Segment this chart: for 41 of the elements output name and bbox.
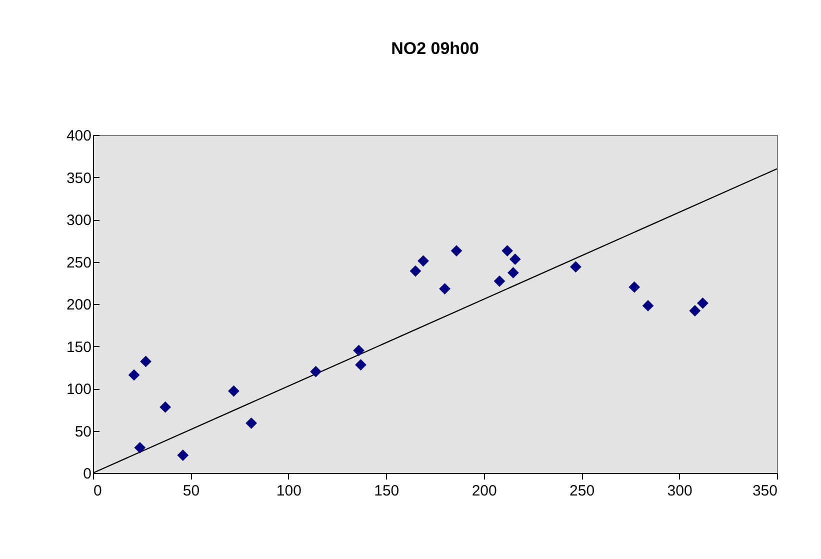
point xyxy=(134,442,146,454)
x-tick-label: 300 xyxy=(667,482,692,500)
point xyxy=(628,281,640,293)
x-tick-label: 100 xyxy=(276,482,302,500)
point xyxy=(689,305,701,316)
point xyxy=(494,275,506,287)
point xyxy=(502,245,514,256)
x-tick-label: 200 xyxy=(472,482,497,500)
point xyxy=(697,297,708,309)
y-tick-label: 400 xyxy=(66,128,92,144)
point xyxy=(410,265,422,277)
point xyxy=(507,267,519,278)
point xyxy=(570,261,582,273)
point xyxy=(177,450,189,461)
y-tick-label: 150 xyxy=(66,338,92,356)
point xyxy=(642,300,654,312)
point xyxy=(246,417,257,429)
x-tick-label: 250 xyxy=(570,482,595,500)
point xyxy=(310,366,322,378)
x-tick-label: 150 xyxy=(374,482,400,500)
point xyxy=(418,255,429,267)
x-tick-label: 50 xyxy=(182,482,200,500)
point xyxy=(509,254,521,265)
point xyxy=(439,283,450,294)
y-tick-label: 200 xyxy=(66,296,92,314)
point xyxy=(160,401,172,413)
point xyxy=(140,356,152,368)
point xyxy=(450,245,462,256)
y-tick-label: 100 xyxy=(66,381,92,398)
y-tick-label: 0 xyxy=(83,466,92,482)
point xyxy=(228,385,240,397)
y-tick-label: 300 xyxy=(66,212,92,229)
chart-title: NO2 09h00 xyxy=(391,39,479,58)
point xyxy=(353,344,364,356)
y-tick-label: 50 xyxy=(74,423,92,440)
point xyxy=(355,359,366,371)
y-tick-label: 350 xyxy=(66,170,92,187)
x-tick-label: 350 xyxy=(752,482,778,500)
point xyxy=(128,369,140,381)
x-tick-label: 0 xyxy=(94,482,102,500)
y-tick-label: 250 xyxy=(66,254,92,272)
